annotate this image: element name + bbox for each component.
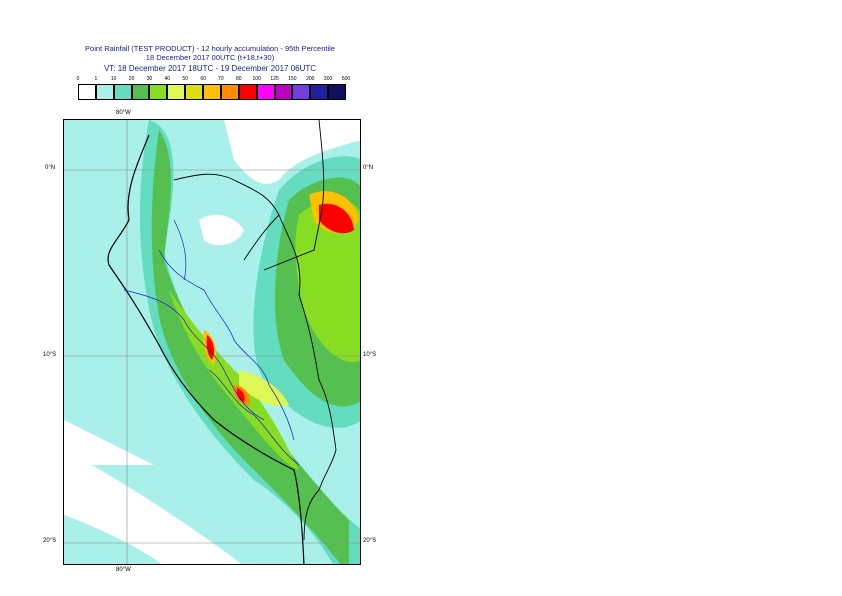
legend-label: 200	[306, 76, 315, 82]
lat-label-left: 0°N	[45, 165, 56, 171]
legend-label: 70	[218, 76, 224, 82]
region-boundary	[158, 249, 295, 441]
legend-swatch	[328, 84, 346, 100]
legend-swatch	[256, 84, 275, 100]
extreme-rain-core	[236, 388, 245, 402]
rainfall-map	[63, 119, 361, 565]
legend-swatch	[149, 84, 168, 100]
legend-label: 500	[341, 76, 351, 82]
lat-label-left: 20°S	[43, 538, 57, 544]
legend-swatch	[131, 84, 150, 100]
coastline	[107, 134, 305, 564]
map-canvas	[64, 120, 360, 564]
legend-swatch	[274, 84, 293, 100]
country-border	[263, 120, 325, 271]
legend-label: 50	[182, 76, 188, 82]
andes-rain-band	[151, 130, 349, 564]
legend-swatch	[203, 84, 221, 100]
legend-label: 80	[236, 76, 242, 82]
legend-swatch	[310, 84, 329, 100]
lat-label-right: 20°S	[363, 538, 377, 544]
light-rain-band	[64, 515, 162, 564]
dry-region	[224, 120, 360, 184]
legend-swatch	[113, 84, 132, 100]
legend-swatch	[292, 84, 311, 100]
legend-label: 100	[252, 76, 261, 82]
legend-label: 20	[128, 76, 135, 82]
legend-swatch	[167, 84, 186, 100]
lat-label-left: 10°S	[43, 352, 57, 358]
country-border	[173, 173, 337, 541]
lat-label-right: 0°N	[363, 165, 374, 171]
legend-label: 30	[146, 76, 153, 82]
legend-label: 1	[94, 76, 98, 82]
legend-swatch	[78, 84, 96, 100]
dry-region	[199, 214, 244, 246]
legend-swatch	[185, 84, 204, 100]
map-subtitle-validity: VT: 18 December 2017 18UTC - 19 December…	[103, 64, 317, 73]
region-boundary	[173, 219, 187, 281]
legend-label: 300	[323, 76, 333, 82]
map-subtitle-run: 18 December 2017 00UTC (t+18,t+30)	[145, 53, 275, 62]
legend-label: 60	[200, 76, 206, 82]
lon-label-bottom: 80°W	[116, 567, 131, 573]
country-border	[243, 214, 280, 261]
region-boundary	[208, 369, 300, 466]
color-legend: 0 1 10 20 30 40 50 60 70 80 100 125 150 …	[76, 76, 350, 102]
lon-label-top: 80°W	[116, 110, 131, 116]
legend-swatch	[238, 84, 257, 100]
legend-swatch	[95, 84, 114, 100]
region-boundary	[123, 289, 265, 421]
legend-label: 10	[110, 76, 117, 82]
heavy-rain-region	[295, 200, 360, 362]
legend-label: 125	[270, 76, 279, 82]
dry-region	[64, 420, 154, 465]
map-title: Point Rainfall (TEST PRODUCT) - 12 hourl…	[85, 44, 335, 53]
legend-swatch	[220, 84, 239, 100]
legend-label: 40	[164, 76, 171, 82]
legend-label: 0	[76, 76, 80, 82]
extreme-rain-core	[319, 203, 354, 234]
andes-heavy-band	[169, 290, 299, 470]
lat-label-right: 10°S	[363, 352, 377, 358]
legend-label: 150	[288, 76, 297, 82]
